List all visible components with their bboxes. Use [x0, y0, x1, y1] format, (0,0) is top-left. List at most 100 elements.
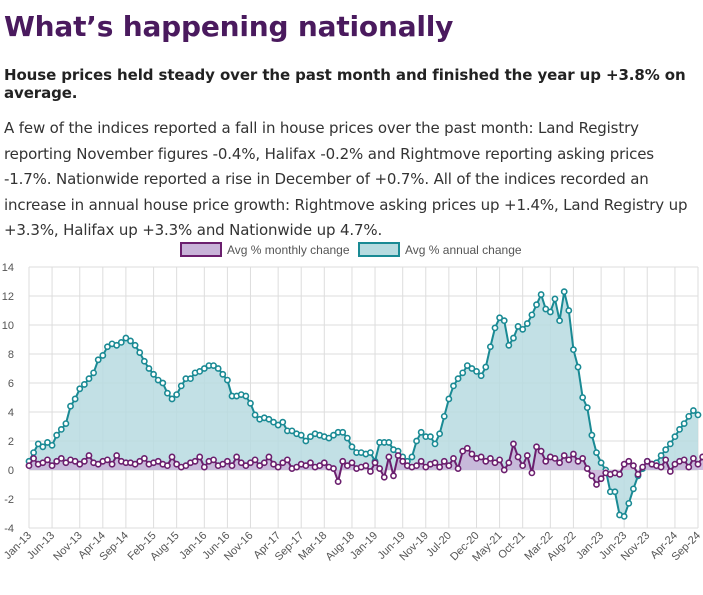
monthly-point[interactable] [136, 457, 144, 465]
annual-point[interactable] [30, 449, 38, 456]
monthly-point[interactable] [491, 459, 499, 467]
monthly-point[interactable] [583, 465, 591, 472]
annual-point[interactable] [62, 420, 70, 427]
annual-point[interactable] [620, 512, 628, 520]
monthly-point[interactable] [413, 462, 420, 470]
monthly-point[interactable] [574, 457, 582, 465]
monthly-point[interactable] [680, 456, 688, 464]
annual-point[interactable] [279, 418, 287, 426]
monthly-point[interactable] [242, 462, 250, 470]
annual-point[interactable] [71, 395, 79, 403]
annual-point[interactable] [177, 382, 185, 390]
monthly-point[interactable] [256, 462, 264, 470]
monthly-point[interactable] [210, 456, 217, 464]
monthly-point[interactable] [274, 463, 282, 471]
annual-point[interactable] [611, 488, 619, 496]
annual-point[interactable] [496, 314, 504, 322]
annual-point[interactable] [486, 343, 494, 351]
monthly-point[interactable] [140, 454, 148, 462]
annual-point[interactable] [676, 425, 683, 433]
monthly-point[interactable] [48, 462, 56, 470]
annual-point[interactable] [694, 411, 702, 419]
monthly-point[interactable] [71, 457, 79, 465]
annual-point[interactable] [491, 324, 499, 332]
monthly-point[interactable] [417, 457, 425, 465]
annual-point[interactable] [270, 418, 277, 426]
monthly-point[interactable] [542, 457, 550, 465]
annual-point[interactable] [168, 395, 176, 403]
monthly-point[interactable] [459, 447, 467, 455]
monthly-point[interactable] [94, 460, 102, 468]
monthly-point[interactable] [80, 457, 88, 465]
monthly-point[interactable] [223, 457, 231, 465]
monthly-point[interactable] [625, 457, 633, 465]
annual-point[interactable] [436, 430, 444, 438]
monthly-point[interactable] [39, 459, 47, 467]
annual-point[interactable] [325, 434, 333, 442]
annual-point[interactable] [90, 369, 97, 377]
monthly-point[interactable] [482, 457, 490, 465]
annual-point[interactable] [523, 320, 531, 327]
annual-point[interactable] [551, 295, 559, 303]
monthly-point[interactable] [53, 457, 61, 465]
monthly-point[interactable] [616, 470, 623, 478]
annual-point[interactable] [583, 404, 591, 412]
monthly-point[interactable] [265, 453, 273, 461]
annual-point[interactable] [454, 375, 462, 383]
annual-point[interactable] [67, 402, 74, 410]
annual-point[interactable] [385, 439, 393, 446]
monthly-point[interactable] [191, 457, 199, 465]
monthly-point[interactable] [422, 463, 430, 471]
monthly-point[interactable] [44, 456, 51, 464]
monthly-point[interactable] [533, 443, 540, 451]
annual-point[interactable] [579, 394, 587, 401]
annual-point[interactable] [196, 367, 204, 375]
annual-point[interactable] [159, 379, 167, 387]
monthly-point[interactable] [348, 459, 356, 467]
monthly-point[interactable] [385, 453, 393, 461]
monthly-point[interactable] [237, 459, 245, 467]
monthly-point[interactable] [228, 462, 236, 470]
monthly-point[interactable] [450, 454, 457, 462]
monthly-point[interactable] [390, 472, 397, 480]
monthly-point[interactable] [486, 454, 494, 462]
monthly-point[interactable] [445, 462, 453, 470]
annual-point[interactable] [473, 367, 480, 375]
monthly-point[interactable] [302, 462, 310, 470]
annual-point[interactable] [413, 437, 420, 445]
monthly-point[interactable] [343, 462, 351, 470]
annual-point[interactable] [657, 452, 665, 459]
monthly-point[interactable] [588, 472, 596, 480]
legend-monthly[interactable]: Avg % monthly change [180, 242, 350, 257]
annual-point[interactable] [48, 441, 56, 449]
annual-point[interactable] [625, 499, 633, 507]
monthly-point[interactable] [76, 460, 84, 468]
annual-point[interactable] [145, 365, 153, 372]
monthly-point[interactable] [164, 462, 171, 470]
annual-point[interactable] [482, 363, 490, 371]
annual-point[interactable] [408, 453, 416, 461]
monthly-point[interactable] [560, 452, 568, 459]
annual-point[interactable] [242, 392, 250, 400]
monthly-point[interactable] [283, 456, 291, 464]
monthly-point[interactable] [113, 452, 121, 459]
annual-point[interactable] [533, 301, 540, 309]
annual-point[interactable] [150, 370, 157, 378]
monthly-point[interactable] [30, 454, 38, 462]
monthly-point[interactable] [108, 460, 116, 468]
annual-point[interactable] [593, 449, 600, 456]
annual-point[interactable] [187, 375, 194, 383]
monthly-point[interactable] [339, 457, 347, 465]
annual-point[interactable] [560, 288, 568, 296]
annual-point[interactable] [127, 337, 134, 345]
annual-point[interactable] [537, 291, 545, 298]
annual-point[interactable] [685, 412, 693, 420]
annual-point[interactable] [173, 391, 181, 398]
annual-point[interactable] [445, 395, 453, 403]
monthly-point[interactable] [196, 453, 204, 461]
monthly-point[interactable] [528, 469, 536, 477]
monthly-point[interactable] [293, 463, 300, 471]
monthly-point[interactable] [334, 478, 342, 485]
annual-point[interactable] [367, 449, 374, 456]
monthly-point[interactable] [57, 454, 65, 462]
